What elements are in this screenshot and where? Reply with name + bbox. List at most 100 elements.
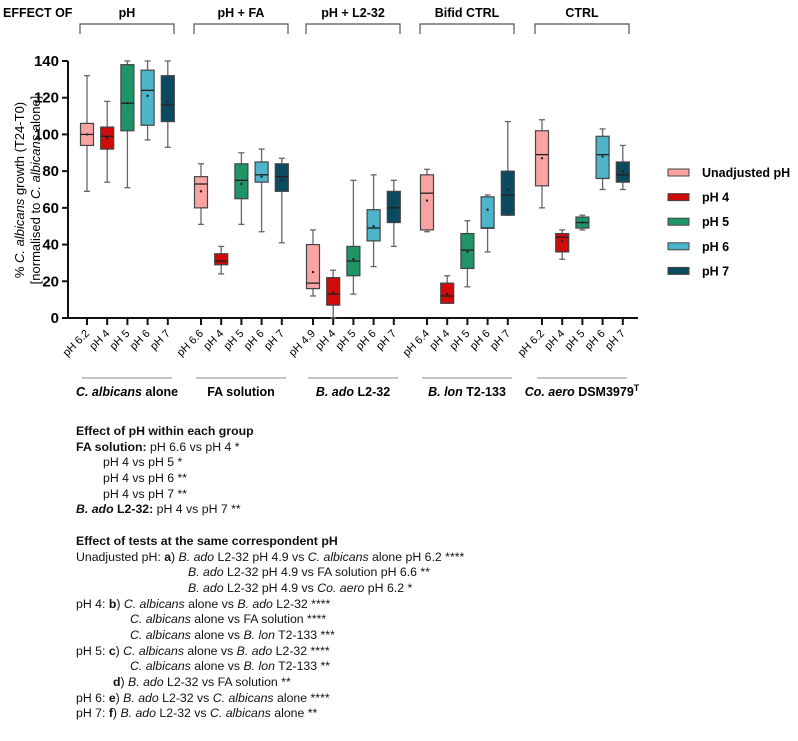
legend-swatch bbox=[667, 242, 690, 251]
note-segment: alone vs bbox=[184, 643, 237, 658]
note-segment: alone pH 6.2 **** bbox=[368, 549, 465, 564]
effect-of-label: EFFECT OF bbox=[3, 6, 73, 20]
group-bracket bbox=[193, 23, 289, 34]
mean-marker bbox=[561, 239, 564, 243]
box-ph-7 bbox=[500, 170, 515, 216]
mean-marker bbox=[540, 157, 544, 160]
note-line: C. albicans alone vs B. lon T2-133 ** bbox=[76, 659, 464, 675]
box-ph-4 bbox=[214, 253, 229, 266]
note-line: B. ado L2-32 pH 4.9 vs Co. aero pH 6.2 * bbox=[76, 581, 464, 597]
group-bracket bbox=[305, 23, 401, 34]
note-segment: C. albicans bbox=[210, 706, 271, 721]
x-tick-label: pH 7 bbox=[488, 328, 513, 353]
note-segment: pH 4 vs pH 6 ** bbox=[103, 471, 188, 486]
note-segment: ) bbox=[115, 643, 124, 658]
note-segment: a bbox=[164, 549, 172, 564]
y-axis-label-part: growth (T24-T0) bbox=[12, 102, 27, 199]
x-tick-label: pH 4 bbox=[87, 328, 112, 353]
mean-marker bbox=[621, 169, 624, 173]
box-ph-7 bbox=[274, 163, 289, 192]
note-line bbox=[76, 518, 464, 534]
note-segment: B. ado bbox=[123, 690, 159, 705]
note-line: pH 4 vs pH 5 * bbox=[76, 455, 464, 471]
box-ph-6 bbox=[480, 196, 495, 229]
mean-marker bbox=[240, 182, 243, 186]
mean-marker bbox=[425, 199, 429, 202]
x-tick-label: pH 5 bbox=[334, 328, 359, 353]
mean-marker bbox=[166, 100, 169, 103]
note-segment: L2-32: bbox=[113, 502, 154, 517]
y-axis-label: [normalised to C. albicans alone] bbox=[28, 96, 43, 285]
y-axis-label-part: [normalised to bbox=[28, 199, 43, 284]
note-segment: C. albicans bbox=[307, 549, 369, 564]
note-segment: T2-133 ** bbox=[274, 659, 331, 674]
group-label-part: Co. aero bbox=[525, 385, 575, 399]
x-tick-label: pH 5 bbox=[222, 328, 247, 353]
y-axis-label-part: alone] bbox=[28, 96, 43, 135]
effect-header: pH + FA bbox=[218, 6, 265, 20]
note-segment: B. ado bbox=[188, 580, 224, 595]
legend-label: pH 6 bbox=[702, 240, 729, 254]
note-segment: pH 6: bbox=[76, 690, 109, 705]
legend-label: Unadjusted pH bbox=[702, 166, 790, 180]
x-tick-label: pH 6 bbox=[242, 328, 267, 353]
note-segment: B. ado bbox=[236, 643, 273, 658]
note-segment: B. lon bbox=[243, 627, 275, 642]
x-tick-label: pH 4 bbox=[427, 328, 452, 353]
note-segment: B. ado bbox=[237, 596, 273, 611]
mean-marker bbox=[466, 250, 469, 254]
x-tick-label: pH 7 bbox=[262, 328, 287, 353]
group-label: Co. aero DSM3979T bbox=[525, 383, 640, 399]
x-tick-label: pH 4 bbox=[201, 328, 226, 353]
note-segment: C. albicans bbox=[123, 643, 185, 658]
note-segment: ) bbox=[115, 690, 124, 705]
note-segment: ) bbox=[120, 675, 129, 689]
x-tick-label: pH 7 bbox=[603, 328, 628, 353]
group-label-part: DSM3979 bbox=[575, 385, 634, 399]
note-line: C. albicans alone vs B. lon T2-133 *** bbox=[76, 628, 464, 644]
group-bracket bbox=[419, 23, 515, 34]
mean-marker bbox=[260, 175, 263, 178]
note-segment: alone vs bbox=[190, 659, 244, 674]
box-ph-5 bbox=[234, 163, 249, 200]
mean-marker bbox=[311, 270, 315, 274]
effect-header: pH bbox=[119, 6, 136, 20]
note-segment: pH 7: bbox=[76, 706, 109, 721]
statistics-notes: Effect of pH within each group FA solutio… bbox=[76, 424, 464, 722]
note-line: B. ado L2-32 pH 4.9 vs FA solution pH 6.… bbox=[76, 565, 464, 581]
group-label-part: C. albicans bbox=[76, 385, 142, 399]
note-segment: C. albicans bbox=[130, 612, 191, 627]
box-unadjusted-ph bbox=[419, 174, 435, 231]
group-label-part: L2-32 bbox=[354, 385, 390, 399]
x-tick-label: pH 5 bbox=[108, 328, 133, 353]
note-segment: L2-32 pH 4.9 vs FA solution pH 6.6 ** bbox=[223, 565, 430, 580]
note-segment: alone vs bbox=[184, 596, 238, 611]
mean-marker bbox=[601, 155, 604, 158]
x-tick-label: pH 6 bbox=[583, 328, 608, 353]
y-tick-label: 120 bbox=[34, 90, 59, 107]
note-segment: C. albicans bbox=[130, 659, 191, 674]
group-label-part: alone bbox=[142, 385, 178, 399]
x-tick-label: pH 7 bbox=[148, 328, 173, 353]
note-segment: Effect of pH within each group bbox=[76, 424, 254, 438]
note-line: Effect of pH within each group bbox=[76, 424, 464, 440]
mean-marker bbox=[220, 259, 223, 263]
note-segment: B. ado bbox=[188, 565, 224, 580]
effect-header: pH + L2-32 bbox=[321, 6, 385, 20]
box-ph-6 bbox=[140, 69, 155, 126]
note-segment: pH 6.2 * bbox=[364, 580, 413, 595]
note-line: Unadjusted pH: a) B. ado L2-32 pH 4.9 vs… bbox=[76, 550, 464, 566]
note-segment: alone **** bbox=[273, 690, 330, 705]
y-axis-label-part: % bbox=[12, 263, 27, 278]
note-segment: Effect of tests at the same corresponden… bbox=[76, 533, 338, 548]
box-unadjusted-ph bbox=[305, 243, 321, 290]
note-segment: B. ado bbox=[128, 675, 164, 689]
note-segment: L2-32 **** bbox=[272, 643, 330, 658]
y-tick-label: 80 bbox=[42, 163, 59, 180]
note-segment: e bbox=[108, 690, 116, 705]
mean-marker bbox=[146, 94, 149, 98]
note-segment: b bbox=[108, 596, 117, 611]
y-tick-label: 100 bbox=[34, 126, 59, 143]
x-tick-label: pH 7 bbox=[374, 328, 399, 353]
